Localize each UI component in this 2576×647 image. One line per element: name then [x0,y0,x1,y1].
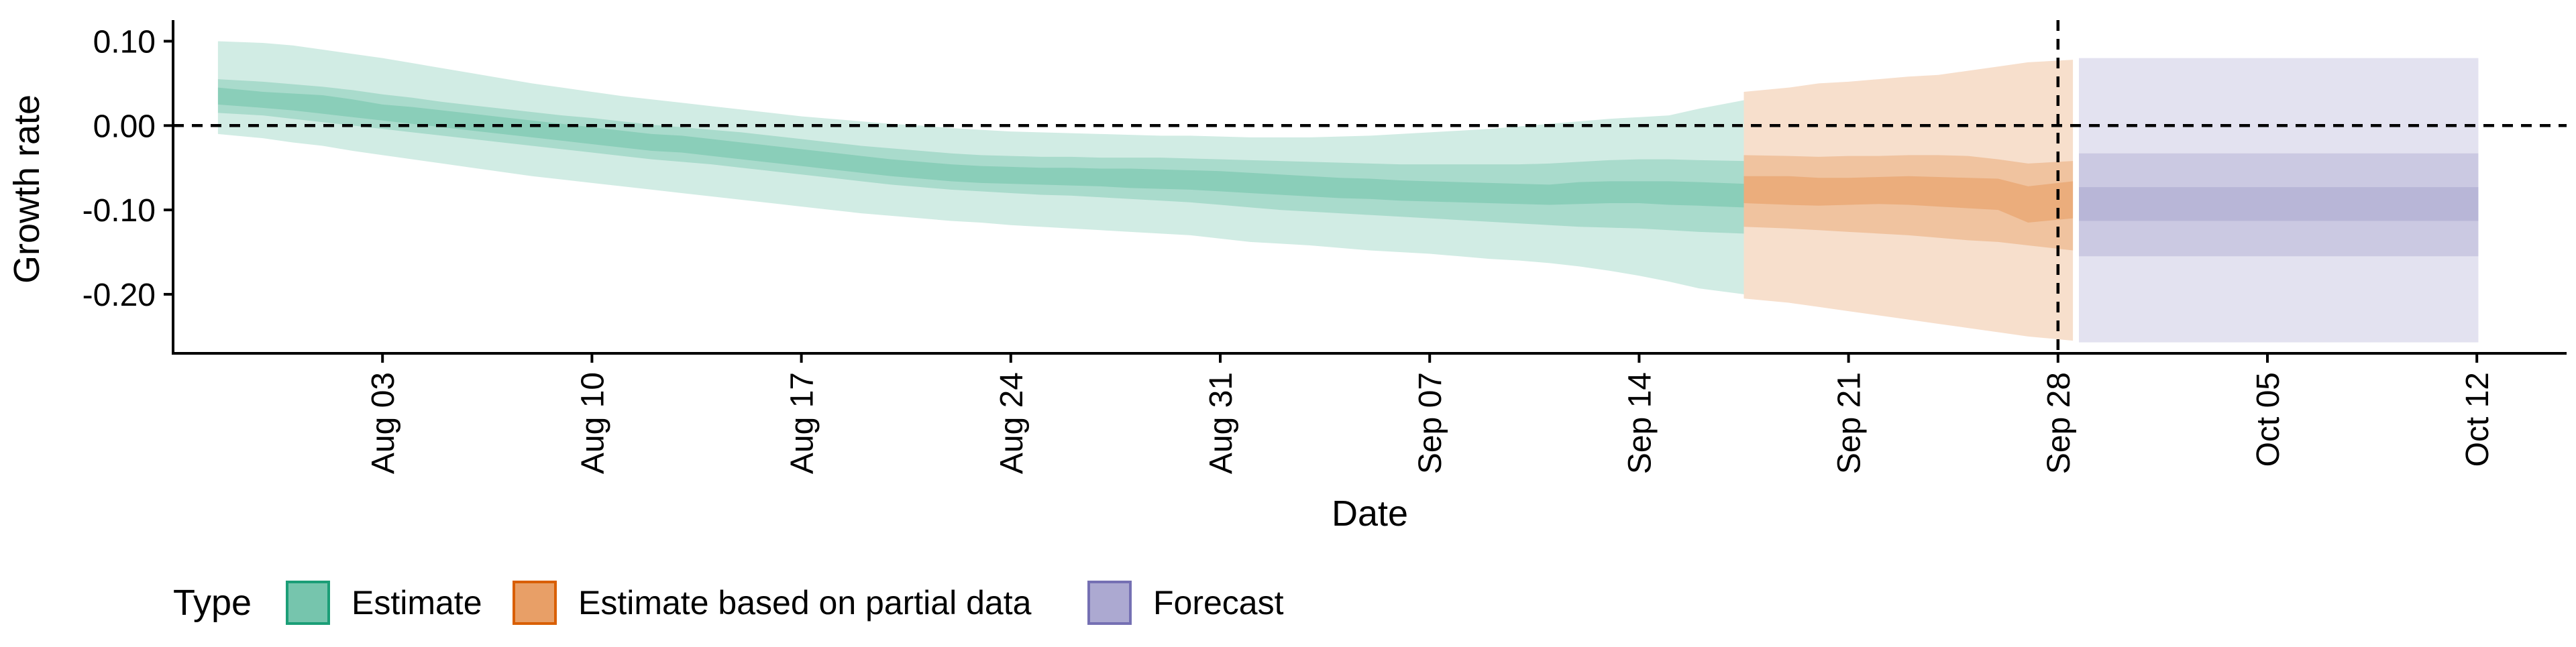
legend-label-forecast: Forecast [1153,584,1284,622]
axes: 0.10 0.00 -0.10 -0.20 Aug 03 Aug 10 Aug 17 Aug … [83,20,2567,474]
x-tick-label: Aug 17 [785,372,820,474]
legend: Estimate Estimate based on partial data Fo… [286,581,1284,625]
x-tick-label: Oct 05 [2251,372,2286,467]
y-tick-label: -0.20 [83,278,156,313]
x-axis-title: Date [1332,493,1408,534]
band-estimate-based-on-partial-data-90 [1743,60,2074,341]
y-tick-label: -0.10 [83,193,156,229]
legend-key-forecast [1087,581,1132,625]
y-tick-label: 0.10 [93,24,156,60]
band-forecast-50 [2079,153,2479,257]
y-axis-title: Growth rate [7,95,47,284]
band-estimate-based-on-partial-data-50 [1743,155,2074,251]
x-tick-label: Aug 31 [1203,372,1239,474]
band-estimate-90 [217,41,1744,294]
legend-label-estimate: Estimate [352,584,482,622]
band-estimate-based-on-partial-data-20 [1743,176,2074,223]
legend-key-estimate-based-on-partial-data [513,581,557,625]
bands-layer [217,41,2479,343]
x-tick-label: Sep 14 [1622,372,1658,474]
x-tick-label: Aug 24 [994,372,1030,474]
x-tick-label: Sep 21 [1832,372,1868,474]
band-estimate-50 [217,79,1744,234]
x-tick-label: Oct 12 [2460,372,2496,467]
x-tick-label: Sep 28 [2041,372,2077,474]
band-estimate-20 [217,87,1744,208]
band-forecast-20 [2079,187,2479,221]
x-tick-label: Aug 10 [575,372,610,474]
x-tick-label: Sep 07 [1413,372,1448,474]
x-tick-label: Aug 03 [366,372,401,474]
legend-label-estimate-based-on-partial-data: Estimate based on partial data [578,584,1032,622]
legend-title: Type [173,583,252,623]
reference-lines [173,20,2567,353]
band-forecast-90 [2079,58,2479,343]
legend-key-estimate [286,581,330,625]
y-tick-label: 0.00 [93,109,156,144]
